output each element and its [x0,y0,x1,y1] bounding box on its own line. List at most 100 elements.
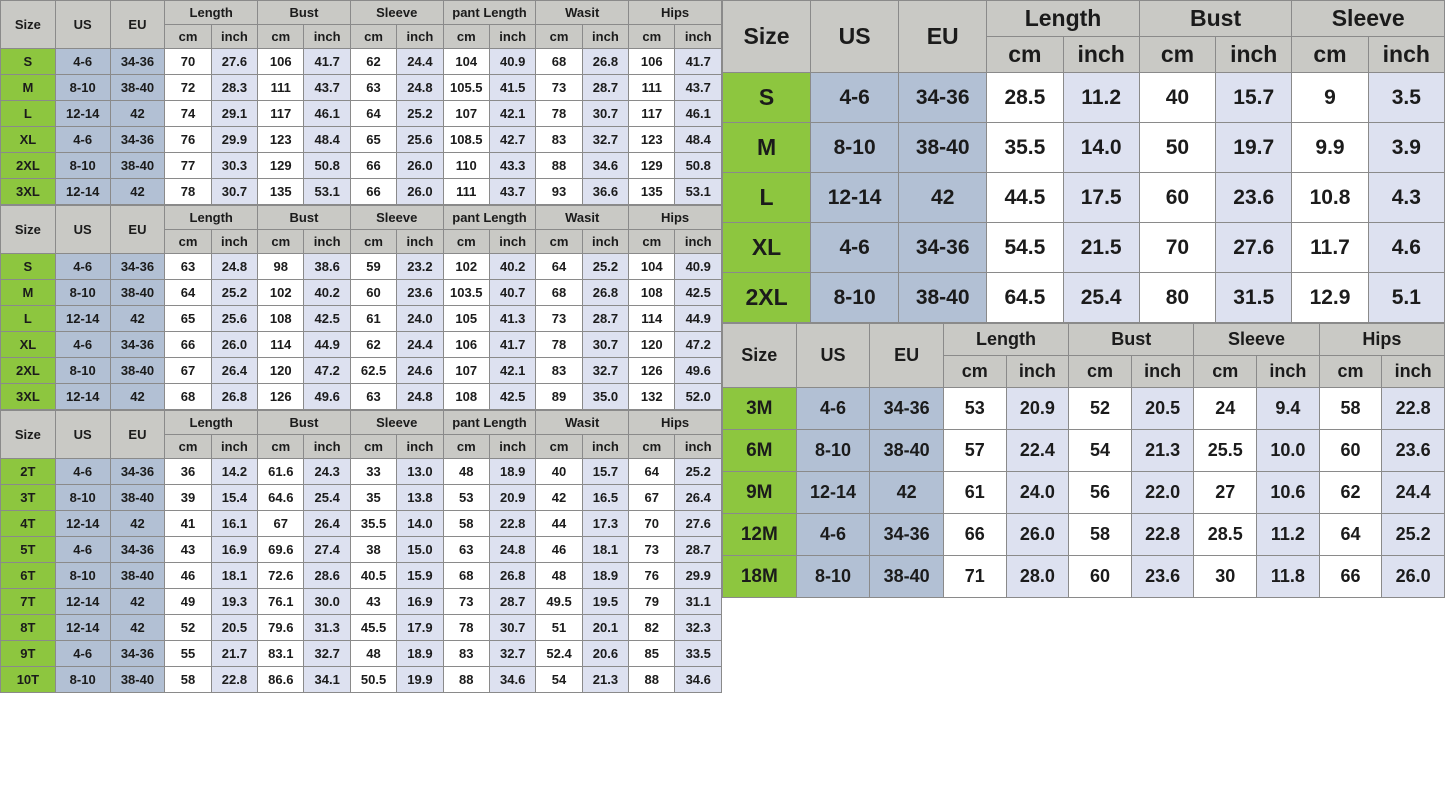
cell-measurement: 71 [942,555,1007,598]
cell-measurement: 33.5 [674,640,722,667]
cell-measurement: 48.4 [303,126,351,153]
table-row: 6M 8-10 38-40 57 22.4 54 21.3 25.5 10.0 60 23.6 [722,429,1445,472]
cell-measurement: 19.5 [581,588,630,615]
cell-measurement: 65 [164,305,212,332]
cell-us: 12-14 [54,178,111,205]
cell-measurement: 111 [628,74,676,101]
cell-eu: 38-40 [109,484,166,511]
cell-measurement: 42.5 [488,383,537,410]
cell-measurement: 39 [164,484,212,511]
cell-measurement: 67 [628,484,676,511]
cell-eu: 38-40 [109,74,166,101]
cell-measurement: 132 [628,383,676,410]
unit-header-cm: cm [942,355,1007,388]
unit-header-cm: cm [349,24,398,49]
cell-measurement: 41.3 [488,305,537,332]
cell-measurement: 19.9 [396,666,444,693]
unit-header-inch: inch [581,24,630,49]
cell-us: 4-6 [810,222,900,273]
measurement-group-header: Bust [257,205,351,230]
cell-measurement: 108 [628,279,676,306]
cell-measurement: 58 [442,510,490,537]
cell-measurement: 21.3 [581,666,630,693]
unit-header-inch: inch [396,24,444,49]
cell-measurement: 26.8 [581,279,630,306]
cell-size: S [0,48,56,75]
cell-measurement: 83 [442,640,490,667]
column-header-us: US [810,0,900,73]
unit-header-cm: cm [535,24,583,49]
cell-size: 7T [0,588,56,615]
cell-us: 4-6 [54,253,111,280]
unit-header-cm: cm [164,434,212,459]
cell-measurement: 117 [628,100,676,127]
cell-measurement: 22.4 [1005,429,1070,472]
cell-measurement: 18.9 [396,640,444,667]
cell-measurement: 26.4 [303,510,351,537]
cell-eu: 34-36 [109,48,166,75]
cell-eu: 34-36 [869,387,944,430]
cell-measurement: 30.7 [210,178,259,205]
cell-measurement: 18.9 [581,562,630,589]
cell-measurement: 10.8 [1291,172,1369,223]
cell-size: M [0,279,56,306]
cell-measurement: 23.6 [1130,555,1195,598]
cell-measurement: 50.5 [349,666,398,693]
cell-measurement: 61 [942,471,1007,514]
cell-eu: 34-36 [109,458,166,485]
cell-measurement: 3.9 [1367,122,1445,173]
cell-measurement: 50.8 [303,152,351,179]
header-row-group: Size US EU Length Bust Sleeve pant Length Wasit… [0,410,722,459]
cell-measurement: 24.4 [396,331,444,358]
cell-size: 9T [0,640,56,667]
table-row: 10T 8-10 38-40 58 22.8 86.6 34.1 50.5 19.9 88 34.6… [0,666,722,693]
cell-measurement: 66 [164,331,212,358]
cell-eu: 38-40 [109,279,166,306]
cell-size: XL [721,222,812,273]
cell-size: 9M [722,471,797,514]
cell-size: 6T [0,562,56,589]
table-row: 6T 8-10 38-40 46 18.1 72.6 28.6 40.5 15.9 68 26.8 4… [0,562,722,589]
cell-us: 12-14 [54,588,111,615]
cell-measurement: 14.2 [210,458,259,485]
cell-measurement: 52.4 [535,640,583,667]
cell-measurement: 78 [164,178,212,205]
cell-measurement: 93 [535,178,583,205]
cell-measurement: 26.0 [1381,555,1445,598]
cell-measurement: 49.6 [674,357,722,384]
cell-us: 4-6 [54,458,111,485]
size-table-toddler: Size US EU Length Bust Sleeve pant Length Wasit… [0,410,722,693]
column-header-eu: EU [109,410,166,459]
cell-measurement: 68 [442,562,490,589]
cell-measurement: 31.1 [674,588,722,615]
cell-measurement: 60 [1318,429,1383,472]
cell-measurement: 10.0 [1256,429,1320,472]
cell-measurement: 40.2 [303,279,351,306]
cell-measurement: 40.2 [488,253,537,280]
cell-measurement: 29.1 [210,100,259,127]
column-header-us: US [795,323,871,388]
cell-measurement: 78 [535,100,583,127]
cell-measurement: 85 [628,640,676,667]
cell-measurement: 26.0 [210,331,259,358]
column-header-size: Size [0,0,56,49]
column-header-us: US [54,410,111,459]
cell-measurement: 50.8 [674,152,722,179]
cell-us: 8-10 [54,152,111,179]
cell-measurement: 34.6 [674,666,722,693]
unit-header-inch: inch [210,24,259,49]
cell-measurement: 73 [535,305,583,332]
cell-measurement: 36.6 [581,178,630,205]
cell-measurement: 14.0 [396,510,444,537]
cell-measurement: 79.6 [257,614,305,641]
cell-measurement: 28.6 [303,562,351,589]
cell-measurement: 120 [257,357,305,384]
cell-measurement: 70 [628,510,676,537]
cell-measurement: 13.0 [396,458,444,485]
cell-measurement: 46.1 [303,100,351,127]
cell-measurement: 22.8 [1381,387,1445,430]
cell-measurement: 47.2 [674,331,722,358]
table-row: 2XL 8-10 38-40 64.5 25.4 80 31.5 12.9 5.1 [721,272,1445,323]
cell-measurement: 106 [628,48,676,75]
cell-eu: 38-40 [109,357,166,384]
